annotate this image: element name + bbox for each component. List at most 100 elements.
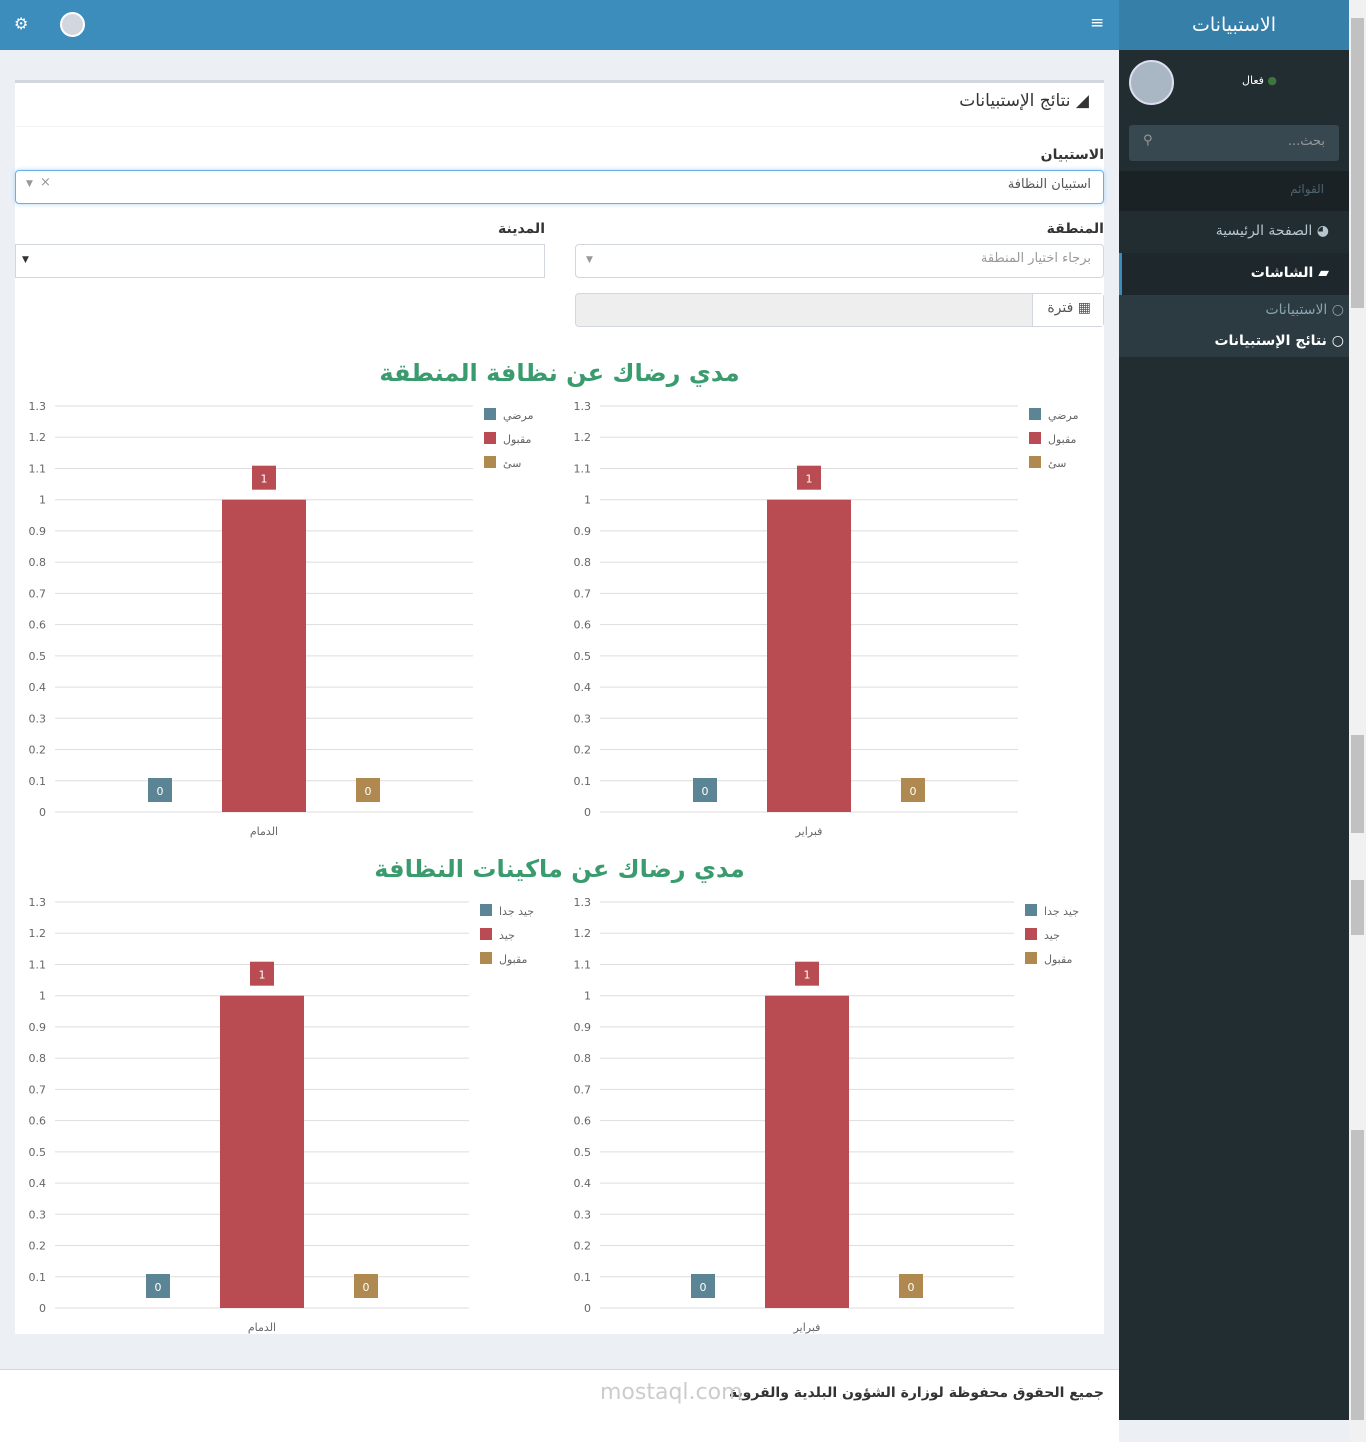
data-label-box	[899, 1274, 923, 1298]
y-tick-label: 1.1	[29, 462, 47, 475]
legend-swatch	[1025, 928, 1037, 940]
scrollbar-thumb[interactable]	[1351, 880, 1364, 935]
y-tick-label: 0.4	[574, 1177, 592, 1190]
y-tick-label: 1.3	[574, 400, 592, 413]
brand-logo[interactable]: الاستبيانات	[1119, 0, 1349, 50]
region-placeholder: برجاء اختيار المنطقة	[980, 251, 1091, 266]
y-tick-label: 0.1	[574, 1271, 592, 1284]
y-tick-label: 1.2	[29, 927, 47, 940]
y-tick-label: 0.6	[29, 619, 47, 632]
city-select[interactable]: ▼	[15, 244, 545, 278]
y-tick-label: 0.8	[29, 556, 47, 569]
data-label-box	[146, 1274, 170, 1298]
y-tick-label: 0.7	[29, 1083, 47, 1096]
sidebar-item-label: نتائج الإستبيانات	[1214, 333, 1327, 349]
y-tick-label: 0.9	[574, 525, 592, 538]
menu-header-label: القوائم	[1290, 182, 1324, 196]
chart-title: مدي رضاك عن نظافة المنطقة	[379, 359, 740, 387]
region-select[interactable]: برجاء اختيار المنطقة ▼	[575, 244, 1104, 278]
y-tick-label: 0.3	[29, 1208, 47, 1221]
y-tick-label: 0.2	[29, 744, 47, 757]
sidebar-item-home[interactable]: ◕ الصفحة الرئيسية	[1119, 211, 1349, 253]
y-tick-label: 0.4	[574, 681, 592, 694]
menu-toggle-icon[interactable]: ≡	[1090, 13, 1105, 33]
chart-title: مدي رضاك عن ماكينات النظافة	[374, 855, 745, 883]
bar	[220, 995, 304, 1308]
data-label: 1	[806, 473, 813, 486]
y-tick-label: 0.1	[29, 1271, 47, 1284]
box-header: ◢ نتائج الإستبيانات	[15, 83, 1104, 127]
y-tick-label: 0.2	[574, 1240, 592, 1253]
search-icon[interactable]: ⚲	[1143, 133, 1153, 148]
copyright-text: جميع الحقوق محفوظة لوزارة الشؤون البلدية…	[728, 1385, 1104, 1401]
period-input[interactable]: ▦ فترة	[575, 293, 1104, 327]
scrollbar-thumb[interactable]	[1351, 1130, 1364, 1420]
sidebar-item-label: الصفحة الرئيسية	[1215, 223, 1313, 239]
legend-label: مرضي	[503, 409, 534, 422]
y-tick-label: 0.3	[574, 1208, 592, 1221]
y-tick-label: 1.1	[574, 462, 592, 475]
y-tick-label: 1	[584, 494, 591, 507]
legend-label: جيد	[499, 929, 515, 942]
y-tick-label: 0.8	[29, 1052, 47, 1065]
x-tick-label: الدمام	[250, 825, 278, 838]
y-tick-label: 0.1	[574, 775, 592, 788]
user-avatar	[1129, 60, 1174, 105]
sidebar-subitem-surveys[interactable]: ○ الاستبيانات	[1119, 295, 1349, 326]
legend-label: مقبول	[503, 433, 532, 446]
survey-select[interactable]: استبيان النظافة × ▼	[15, 170, 1104, 204]
legend-swatch	[484, 408, 496, 420]
region-label: المنطقة	[1046, 221, 1104, 237]
search-input[interactable]: بحث... ⚲	[1129, 125, 1339, 161]
chevron-down-icon[interactable]: ▼	[26, 179, 33, 189]
results-box: ◢ نتائج الإستبيانات الاستبيان استبيان ال…	[15, 80, 1104, 1334]
y-tick-label: 0.7	[29, 587, 47, 600]
legend-swatch	[1025, 904, 1037, 916]
chevron-down-icon[interactable]: ▼	[586, 255, 593, 265]
user-avatar[interactable]	[60, 12, 85, 37]
data-label: 0	[910, 785, 917, 798]
y-tick-label: 0.4	[29, 1177, 47, 1190]
scrollbar[interactable]	[1349, 0, 1366, 1442]
dashboard-icon: ◕	[1316, 223, 1329, 239]
legend-label: مقبول	[1044, 953, 1073, 966]
legend-label: جيد	[1044, 929, 1060, 942]
clear-icon[interactable]: ×	[40, 175, 51, 190]
y-tick-label: 0	[39, 1302, 46, 1315]
scrollbar-thumb[interactable]	[1351, 18, 1364, 308]
y-tick-label: 0.1	[29, 775, 47, 788]
x-tick-label: فبراير	[793, 1321, 821, 1334]
data-label: 1	[259, 969, 266, 982]
legend-label: جيد جدا	[499, 905, 534, 918]
legend-label: جيد جدا	[1044, 905, 1079, 918]
scrollbar-thumb[interactable]	[1351, 735, 1364, 833]
legend-label: سئ	[1048, 457, 1066, 470]
y-tick-label: 1.2	[29, 431, 47, 444]
y-tick-label: 1.2	[574, 431, 592, 444]
data-label: 0	[157, 785, 164, 798]
data-label-box	[795, 961, 819, 986]
sidebar-subitem-results[interactable]: ○ نتائج الإستبيانات	[1119, 326, 1349, 357]
watermark: mostaql.com	[600, 1380, 743, 1405]
bar	[222, 499, 306, 812]
y-tick-label: 0.5	[29, 650, 47, 663]
sidebar: ● فعال بحث... ⚲ القوائم ◕ الصفحة الرئيسي…	[1119, 50, 1349, 1420]
search-placeholder: بحث...	[1287, 134, 1325, 149]
sidebar-item-screens[interactable]: ▰ الشاشات	[1119, 253, 1349, 295]
area-chart-icon: ◢	[1075, 91, 1089, 111]
data-label: 0	[365, 785, 372, 798]
legend-swatch	[480, 928, 492, 940]
page-title: نتائج الإستبيانات	[959, 91, 1071, 111]
gears-icon[interactable]: ⚙	[14, 14, 29, 33]
legend-label: سئ	[503, 457, 521, 470]
sidebar-item-label: الشاشات	[1250, 265, 1314, 281]
user-status: ● فعال	[1242, 74, 1277, 87]
data-label-box	[901, 778, 925, 802]
legend-swatch	[1029, 456, 1041, 468]
chevron-down-icon[interactable]: ▼	[22, 255, 29, 265]
data-label-box	[354, 1274, 378, 1298]
menu-header: القوائم	[1119, 171, 1349, 211]
y-tick-label: 0.9	[574, 1021, 592, 1034]
y-tick-label: 0.6	[574, 1115, 592, 1128]
legend-label: مقبول	[1048, 433, 1077, 446]
